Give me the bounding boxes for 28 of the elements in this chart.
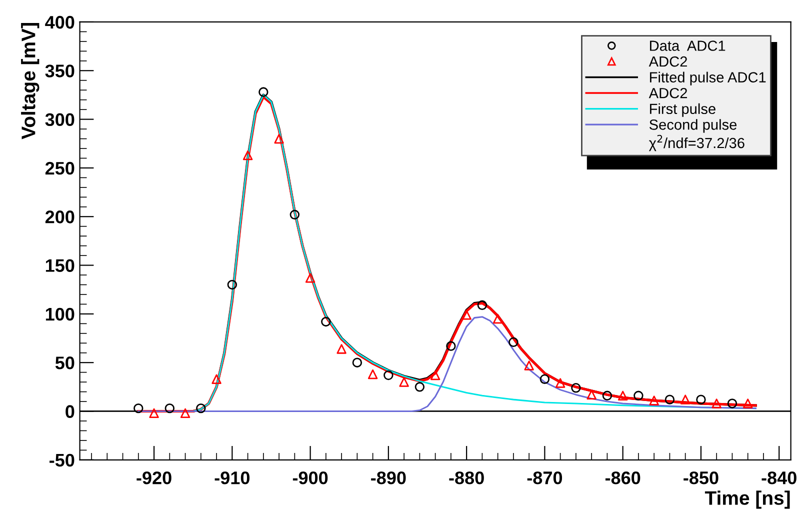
legend-label: First pulse xyxy=(650,103,716,117)
x-tick-label: -920 xyxy=(136,471,172,484)
x-tick-label: -840 xyxy=(762,471,796,484)
legend-label: Fitted pulse ADC1 xyxy=(650,72,766,86)
x-tick-label: -870 xyxy=(527,471,562,484)
y-tick-label: 0 xyxy=(66,405,74,418)
legend-label: Data ADC1 xyxy=(650,40,726,51)
x-tick-label: -910 xyxy=(214,471,250,484)
y-tick-label: 400 xyxy=(45,16,74,29)
legend-label: ADC2 xyxy=(648,56,687,67)
y-tick-label: 100 xyxy=(46,308,74,321)
x-tick-label: -880 xyxy=(449,471,484,484)
y-tick-label: 350 xyxy=(45,64,74,78)
y-tick-label: 200 xyxy=(45,210,74,224)
x-tick-label: -860 xyxy=(605,471,640,484)
legend-label: Second pulse xyxy=(649,119,737,133)
y-tick-label: 150 xyxy=(46,259,74,272)
legend-label: ADC2 xyxy=(648,88,687,98)
x-tick-label: -850 xyxy=(684,471,718,484)
y-tick-label: -50 xyxy=(50,454,74,467)
y-tick-label: 50 xyxy=(55,356,74,370)
x-axis-title: Time [ns] xyxy=(704,490,790,509)
annotation: χ$^{2}$/ndf=37.2/36 xyxy=(648,134,744,152)
y-axis-title: Voltage [mV] xyxy=(21,23,40,140)
y-tick-label: 300 xyxy=(45,113,74,126)
x-tick-label: -900 xyxy=(292,471,328,484)
x-tick-label: -890 xyxy=(371,471,406,484)
y-tick-label: 250 xyxy=(45,162,74,175)
